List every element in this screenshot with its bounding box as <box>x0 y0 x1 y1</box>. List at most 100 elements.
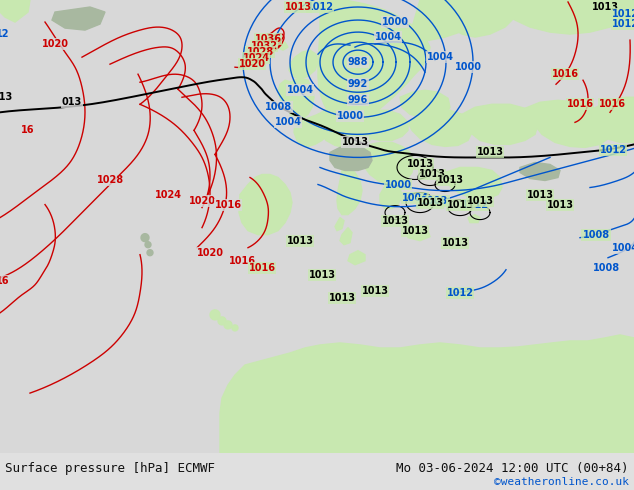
Polygon shape <box>330 146 372 171</box>
Polygon shape <box>500 0 634 34</box>
Text: 16: 16 <box>22 125 35 135</box>
Text: 1013: 1013 <box>285 2 311 12</box>
Text: 1013: 1013 <box>401 225 429 236</box>
Polygon shape <box>52 7 105 30</box>
Polygon shape <box>400 90 450 117</box>
Text: 1024: 1024 <box>242 53 269 63</box>
Text: 1008: 1008 <box>583 230 609 240</box>
Text: 1016: 1016 <box>214 199 242 210</box>
Text: 1013: 1013 <box>477 147 503 157</box>
Polygon shape <box>318 0 430 121</box>
Text: 1004: 1004 <box>612 243 634 253</box>
Text: 12: 12 <box>0 29 10 39</box>
Polygon shape <box>278 42 288 50</box>
Text: 996: 996 <box>348 95 368 105</box>
Text: 1004: 1004 <box>375 32 401 42</box>
Text: 1013: 1013 <box>382 216 408 225</box>
Text: 1000: 1000 <box>382 17 408 27</box>
Text: 1012: 1012 <box>612 9 634 19</box>
Text: 1020: 1020 <box>197 248 224 258</box>
Text: 1004: 1004 <box>287 85 313 95</box>
Polygon shape <box>462 104 538 145</box>
Text: 1013: 1013 <box>547 199 574 210</box>
Polygon shape <box>525 100 612 147</box>
Polygon shape <box>294 112 333 147</box>
Text: 1024: 1024 <box>155 190 181 199</box>
Text: 1013: 1013 <box>328 293 356 303</box>
Polygon shape <box>147 250 153 256</box>
Text: ©weatheronline.co.uk: ©weatheronline.co.uk <box>494 477 629 487</box>
Polygon shape <box>318 107 374 147</box>
Text: 1012: 1012 <box>462 199 489 210</box>
Polygon shape <box>445 0 520 37</box>
Text: 1013: 1013 <box>526 190 553 199</box>
Text: 013: 013 <box>0 92 13 102</box>
Text: 1016: 1016 <box>228 256 256 266</box>
Polygon shape <box>218 317 226 325</box>
Polygon shape <box>278 80 295 102</box>
Polygon shape <box>362 143 414 185</box>
Polygon shape <box>408 110 472 147</box>
Polygon shape <box>445 168 502 198</box>
Text: 1028: 1028 <box>247 47 273 57</box>
Polygon shape <box>0 0 634 453</box>
Text: 1008: 1008 <box>422 196 449 205</box>
Text: 1013: 1013 <box>417 197 444 208</box>
Text: 1013: 1013 <box>446 199 474 210</box>
Polygon shape <box>340 228 352 245</box>
Text: 1012: 1012 <box>446 288 474 298</box>
Polygon shape <box>337 168 362 215</box>
Text: 1016: 1016 <box>567 99 593 109</box>
Polygon shape <box>224 321 232 329</box>
Polygon shape <box>239 174 292 235</box>
Text: 988: 988 <box>348 57 368 67</box>
Text: 1032: 1032 <box>250 41 278 51</box>
Text: 1000: 1000 <box>455 62 481 72</box>
Text: 1020: 1020 <box>41 39 68 49</box>
Text: 1000: 1000 <box>337 111 363 122</box>
Text: 1016: 1016 <box>552 69 578 79</box>
Polygon shape <box>220 335 634 453</box>
Text: 1013: 1013 <box>406 159 434 170</box>
Text: 1016: 1016 <box>249 263 276 273</box>
Polygon shape <box>289 50 318 79</box>
Polygon shape <box>232 325 238 331</box>
Text: 1016: 1016 <box>598 99 626 109</box>
Text: 1013: 1013 <box>418 170 446 179</box>
Text: 1004: 1004 <box>427 52 453 62</box>
Polygon shape <box>348 251 365 265</box>
Text: 1028: 1028 <box>96 175 124 186</box>
Text: 013: 013 <box>62 98 82 107</box>
Polygon shape <box>210 310 220 320</box>
Polygon shape <box>412 0 480 42</box>
Polygon shape <box>520 163 560 180</box>
Text: 1000: 1000 <box>384 179 411 190</box>
Polygon shape <box>335 218 344 231</box>
Polygon shape <box>594 98 634 143</box>
Text: 1013: 1013 <box>361 286 389 296</box>
Polygon shape <box>289 78 314 121</box>
Text: 1012: 1012 <box>306 2 333 12</box>
Text: 1008: 1008 <box>264 102 292 112</box>
Text: 1013: 1013 <box>342 137 368 147</box>
Text: 1013: 1013 <box>309 270 335 280</box>
Polygon shape <box>468 215 480 222</box>
Polygon shape <box>332 94 346 107</box>
Text: 1013: 1013 <box>436 175 463 186</box>
Polygon shape <box>145 242 151 247</box>
Text: 1012: 1012 <box>612 19 634 29</box>
Text: 1013: 1013 <box>467 196 493 205</box>
Text: 1008: 1008 <box>592 263 619 273</box>
Text: 16: 16 <box>0 276 10 286</box>
Text: 992: 992 <box>348 79 368 89</box>
Polygon shape <box>361 110 408 141</box>
Text: Mo 03-06-2024 12:00 UTC (00+84): Mo 03-06-2024 12:00 UTC (00+84) <box>396 462 629 475</box>
Polygon shape <box>141 234 149 242</box>
Text: 1012: 1012 <box>600 146 626 155</box>
Polygon shape <box>0 0 30 22</box>
Text: 1013: 1013 <box>592 2 619 12</box>
Text: 1020: 1020 <box>238 59 266 69</box>
Text: 1004: 1004 <box>401 193 429 202</box>
Text: 1013: 1013 <box>287 236 313 245</box>
Polygon shape <box>408 229 430 241</box>
